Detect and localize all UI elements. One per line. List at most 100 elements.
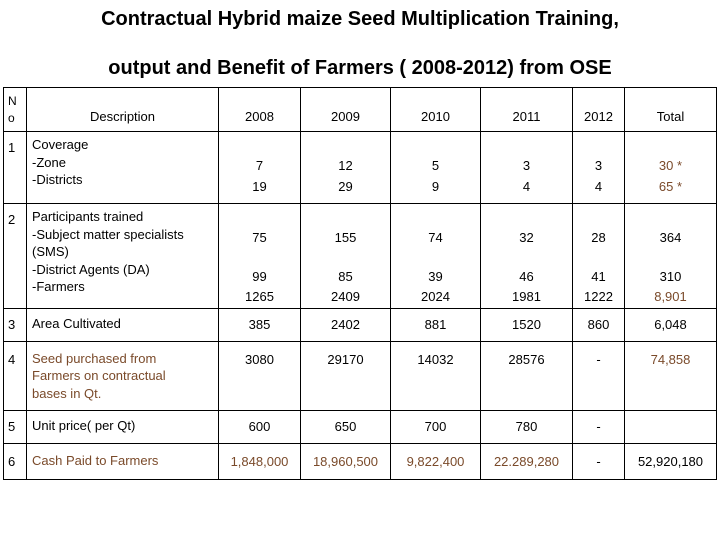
cell-line: Seed purchased from bbox=[32, 350, 157, 366]
cell-line: 364 bbox=[659, 230, 682, 245]
cell-line: 5 bbox=[431, 158, 440, 173]
cell-line: Participants trained bbox=[32, 209, 144, 224]
cell-line: 22.289,280 bbox=[493, 453, 560, 469]
table-cell: Cash Paid to Farmers bbox=[26, 442, 219, 480]
table-cell: 32 46 1981 bbox=[480, 203, 573, 309]
cell-line: 1981 bbox=[512, 289, 541, 304]
column-header: 2009 bbox=[300, 87, 391, 132]
table-cell: 74 39 2024 bbox=[390, 203, 481, 309]
table-cell: 1 bbox=[3, 131, 27, 204]
table-cell: 385 bbox=[218, 307, 301, 342]
cell-line: Cash Paid to Farmers bbox=[32, 452, 159, 468]
cell-line: - bbox=[596, 418, 601, 434]
cell-line: 99 bbox=[252, 268, 267, 284]
table-cell: Seed purchased from Farmers on contractua… bbox=[26, 340, 219, 411]
cell-line: 3 bbox=[8, 316, 16, 332]
cell-line: 310 bbox=[659, 268, 682, 284]
cell-line: 4 bbox=[594, 178, 603, 194]
table-cell: 29170 bbox=[300, 340, 391, 411]
cell-line: 1222 bbox=[584, 289, 613, 304]
cell-line: 1 bbox=[8, 140, 16, 155]
cell-line: - bbox=[596, 453, 601, 469]
table-cell: 780 bbox=[480, 409, 573, 444]
cell-line: 41 bbox=[591, 268, 606, 284]
header-row: N o Description 2008 2009 2010 2011 2012 Total bbox=[3, 87, 717, 132]
cell-line: 28576 bbox=[508, 351, 545, 367]
cell-line: 700 bbox=[424, 418, 447, 434]
cell-line: 14032 bbox=[417, 351, 454, 367]
cell-line: 3 bbox=[522, 158, 531, 173]
column-header: 2012 bbox=[572, 87, 625, 132]
cell-line: 74 bbox=[428, 230, 443, 245]
table-cell: 18,960,500 bbox=[300, 442, 391, 480]
table-cell: Unit price( per Qt) bbox=[26, 409, 219, 444]
title-line: output and Benefit of Farmers ( 2008-201… bbox=[108, 57, 612, 79]
table-cell: 1520 bbox=[480, 307, 573, 342]
table-cell: 2 bbox=[3, 203, 27, 309]
cell-line: 2024 bbox=[421, 289, 450, 304]
cell-line: 3 bbox=[594, 158, 603, 173]
table-cell: Area Cultivated bbox=[26, 307, 219, 342]
cell-line: 6 bbox=[8, 453, 16, 469]
table-cell: 860 bbox=[572, 307, 625, 342]
table-row: 2 Participants trained -Subject matter spe… bbox=[3, 203, 717, 309]
table-row: 5 Unit price( per Qt) 600 650 700 780 - bbox=[3, 409, 717, 444]
cell-line: 780 bbox=[515, 418, 538, 434]
table-cell: 881 bbox=[390, 307, 481, 342]
cell-line: 28 bbox=[591, 230, 606, 245]
cell-line: 1,848,000 bbox=[230, 453, 289, 469]
table-cell: Participants trained -Subject matter spec… bbox=[26, 203, 219, 309]
cell-line: 860 bbox=[587, 316, 610, 332]
cell-line: 9,822,400 bbox=[406, 453, 465, 469]
table-cell: 74,858 bbox=[624, 340, 717, 411]
cell-line: 9 bbox=[431, 178, 440, 194]
cell-line: 65 * bbox=[658, 178, 683, 194]
table-row: 3 Area Cultivated 385 2402 881 1520 860 6,048 bbox=[3, 307, 717, 342]
data-table: N o Description 2008 2009 2010 2011 2012 Total … bbox=[3, 87, 717, 480]
cell-line: 32 bbox=[519, 230, 534, 245]
table-cell: 3080 bbox=[218, 340, 301, 411]
table-cell: 364 310 8,901 bbox=[624, 203, 717, 309]
cell-line: 2402 bbox=[331, 316, 360, 332]
table-cell: 600 bbox=[218, 409, 301, 444]
cell-line: 29170 bbox=[327, 351, 364, 367]
table-cell: - bbox=[572, 442, 625, 480]
cell-line: 4 bbox=[522, 178, 531, 194]
column-header: 2010 bbox=[390, 87, 481, 132]
table-row: 1 Coverage -Zone -Districts 7 19 12 29 5 9 3 4 3 4 30 … bbox=[3, 131, 717, 204]
column-header: 2008 bbox=[218, 87, 301, 132]
cell-line: 1520 bbox=[512, 316, 541, 332]
cell-line: 2409 bbox=[331, 289, 360, 304]
cell-line: Unit price( per Qt) bbox=[32, 417, 136, 433]
table-cell: 1,848,000 bbox=[218, 442, 301, 480]
table-cell: - bbox=[572, 340, 625, 411]
cell-line: 6,048 bbox=[654, 316, 687, 332]
table-cell: 155 85 2409 bbox=[300, 203, 391, 309]
cell-line: 385 bbox=[248, 316, 271, 332]
cell-line: 30 * bbox=[658, 158, 683, 173]
table-cell: 30 * 65 * bbox=[624, 131, 717, 204]
cell-line: Coverage bbox=[32, 137, 89, 152]
table-cell: 6,048 bbox=[624, 307, 717, 342]
table-cell: 9,822,400 bbox=[390, 442, 481, 480]
table-cell: - bbox=[572, 409, 625, 444]
column-header: Total bbox=[624, 87, 717, 132]
table-cell: 28 41 1222 bbox=[572, 203, 625, 309]
table-cell bbox=[624, 409, 717, 444]
cell-line: 5 bbox=[8, 418, 16, 434]
table-cell: 4 bbox=[3, 340, 27, 411]
cell-line: 74,858 bbox=[650, 351, 691, 367]
cell-line: 12 bbox=[338, 158, 353, 173]
cell-line: 600 bbox=[248, 418, 271, 434]
cell-line: 75 bbox=[252, 230, 267, 245]
table-row: 6 Cash Paid to Farmers 1,848,000 18,960,500… bbox=[3, 442, 717, 480]
cell-line: -Districts bbox=[32, 172, 83, 187]
cell-line: 46 bbox=[519, 268, 534, 284]
table-cell: 14032 bbox=[390, 340, 481, 411]
table-cell: 12 29 bbox=[300, 131, 391, 204]
cell-line: 1265 bbox=[245, 289, 274, 304]
cell-line: 29 bbox=[338, 178, 353, 194]
column-header: 2011 bbox=[480, 87, 573, 132]
